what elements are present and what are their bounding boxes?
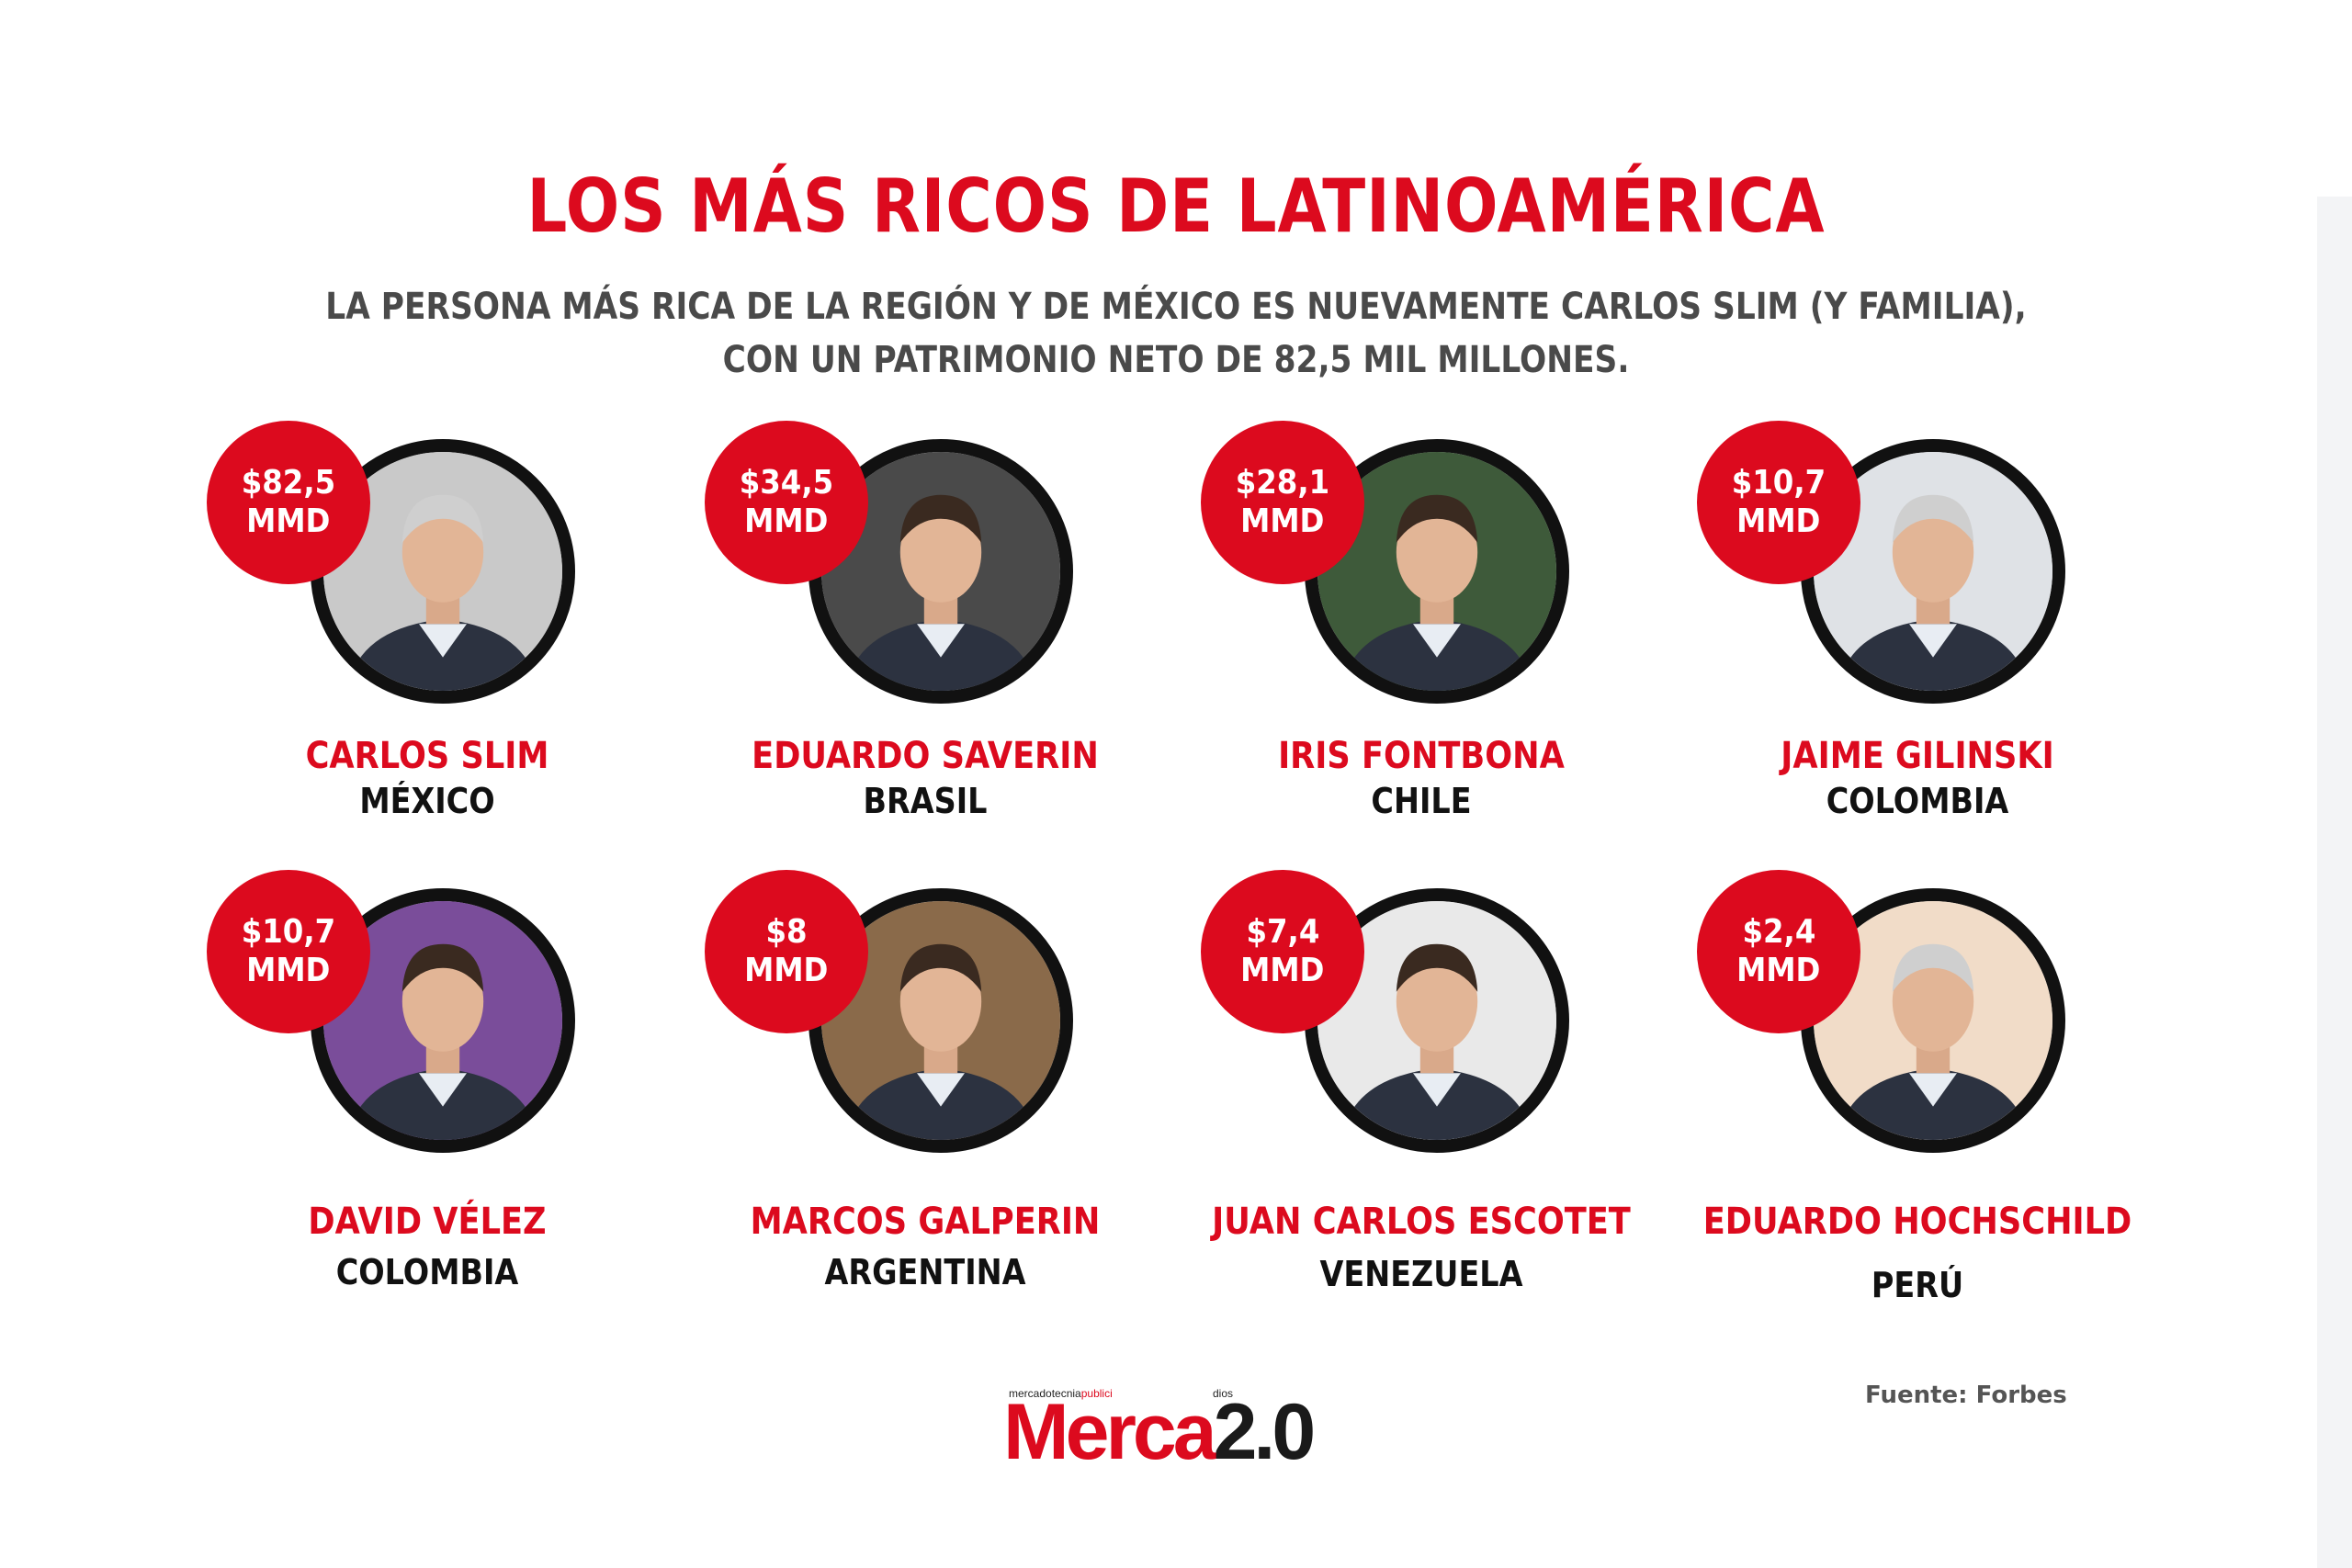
person-card-7: $7,4 MMD JUAN CARLOS ESCOTET VENEZUELA [1201,870,1697,1311]
person-name: CARLOS SLIM [305,735,549,777]
logo-tagline-end: dios [1213,1387,1234,1400]
person-name: JAIME GILINSKI [1781,735,2054,777]
side-strip [2317,197,2352,1568]
person-card-2: $34,5 MMD EDUARDO SAVERIN BRASIL [705,421,1201,862]
person-name: EDUARDO SAVERIN [752,735,1099,777]
subtitle-line-2: CON UN PATRIMONIO NETO DE 82,5 MIL MILLO… [722,339,1630,381]
net-worth-badge: $2,4 MMD [1697,870,1860,1033]
person-country: MÉXICO [359,781,495,821]
person-country: COLOMBIA [335,1252,519,1292]
subtitle-line-1: LA PERSONA MÁS RICA DE LA REGIÓN Y DE MÉ… [325,286,2027,328]
person-name: JUAN CARLOS ESCOTET [1212,1201,1631,1243]
person-country: CHILE [1371,781,1472,821]
person-card-3: $28,1 MMD IRIS FONTBONA CHILE [1201,421,1697,862]
net-worth-badge: $34,5 MMD [705,421,868,584]
portrait-silhouette [1317,452,1556,691]
person-card-5: $10,7 MMD DAVID VÉLEZ COLOMBIA [207,870,703,1311]
logo-wordmark: Merca2.0 [1003,1388,1316,1476]
portrait-photo [808,888,1073,1153]
net-worth-badge: $10,7 MMD [207,870,370,1033]
page-subtitle: LA PERSONA MÁS RICA DE LA REGIÓN Y DE MÉ… [164,280,2188,387]
net-worth-badge: $8 MMD [705,870,868,1033]
net-worth-badge: $10,7 MMD [1697,421,1860,584]
person-country: VENEZUELA [1319,1254,1523,1294]
person-country: COLOMBIA [1826,781,2009,821]
person-country: PERÚ [1871,1265,1964,1305]
merca-logo: mercadotecniapublici dios Merca2.0 [1003,1376,1352,1473]
person-country: ARGENTINA [824,1252,1026,1292]
person-country: BRASIL [863,781,988,821]
portrait-silhouette [1317,901,1556,1140]
person-card-4: $10,7 MMD JAIME GILINSKI COLOMBIA [1697,421,2193,862]
person-name: EDUARDO HOCHSCHILD [1702,1201,2132,1243]
person-card-8: $2,4 MMD EDUARDO HOCHSCHILD PERÚ [1697,870,2193,1311]
person-name: MARCOS GALPERIN [750,1201,1101,1243]
logo-tagline: mercadotecniapublici [1009,1387,1113,1400]
person-card-6: $8 MMD MARCOS GALPERIN ARGENTINA [705,870,1201,1311]
person-name: IRIS FONTBONA [1278,735,1565,777]
portrait-silhouette [323,901,562,1140]
net-worth-badge: $28,1 MMD [1201,421,1364,584]
net-worth-badge: $7,4 MMD [1201,870,1364,1033]
person-card-1: $82,5 MMD CARLOS SLIM MÉXICO [207,421,703,862]
page-title: LOS MÁS RICOS DE LATINOAMÉRICA [526,164,1826,249]
net-worth-badge: $82,5 MMD [207,421,370,584]
person-name: DAVID VÉLEZ [308,1201,547,1243]
source-note: Fuente: Forbes [1865,1382,2067,1409]
